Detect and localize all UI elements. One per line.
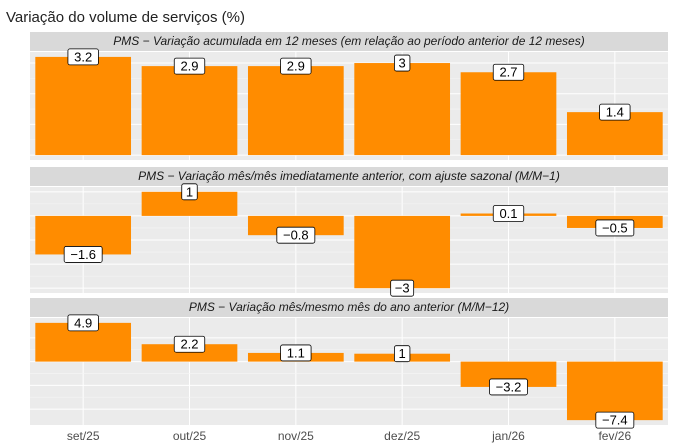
bar [247,66,344,156]
value-label: −1.6 [70,247,96,262]
value-label: −3.2 [496,379,522,394]
value-label: 0.1 [499,206,517,221]
chart-title: Variação do volume de serviços (%) [6,9,245,26]
x-tick-label: out/25 [173,429,207,443]
x-tick-label: fev/26 [598,429,631,443]
value-label: 3 [399,55,406,70]
value-label: −3 [395,281,410,296]
value-label-box [181,183,198,201]
value-label: 1.4 [606,105,624,120]
bar [354,215,451,289]
value-label-box [599,103,631,121]
bar [460,72,557,156]
value-label-box [280,344,312,362]
strip [30,167,668,186]
bar [566,361,663,421]
value-label: −0.5 [602,220,628,235]
x-tick-label: set/25 [67,429,100,443]
value-label-box [595,219,635,237]
value-label: 1 [399,346,406,361]
bar [247,215,344,236]
bar [141,344,238,362]
x-tick-label: nov/25 [278,429,314,443]
value-label-box [276,226,316,244]
panel-background [30,318,668,425]
value-label: 2.7 [499,65,517,80]
value-label-box [492,63,525,81]
strip-title: PMS − Variação mês/mês imediatamente ant… [138,169,560,183]
value-label-box [173,335,206,353]
value-label-box [67,314,99,332]
value-label: 1 [186,184,193,199]
value-label-box [63,246,103,263]
panel-background [30,52,668,160]
value-label: 1.1 [287,345,305,360]
value-label-box [489,378,528,396]
strip-title: PMS − Variação acumulada em 12 meses (em… [113,34,584,48]
bar [35,56,132,156]
value-label-box [492,205,525,222]
strip [30,298,668,317]
value-label: 4.9 [74,315,92,330]
value-label: −7.4 [602,413,628,428]
value-label: 2.9 [180,59,198,74]
strip-title: PMS − Variação mês/mesmo mês do ano ante… [189,300,509,314]
value-label: −0.8 [283,228,309,243]
bar [354,63,451,156]
value-label-box [280,57,312,75]
value-label-box [67,48,99,66]
x-tick-label: dez/25 [384,429,420,443]
value-label: 2.2 [180,337,198,352]
value-label-box [173,57,206,75]
value-label-box [394,54,411,72]
x-tick-label: jan/26 [491,429,525,443]
value-label-box [595,411,635,429]
value-label-box [394,345,411,363]
value-label: 2.9 [287,59,305,74]
strip [30,32,668,51]
value-label-box [390,279,415,297]
bar [141,66,238,156]
value-label: 3.2 [74,49,92,64]
